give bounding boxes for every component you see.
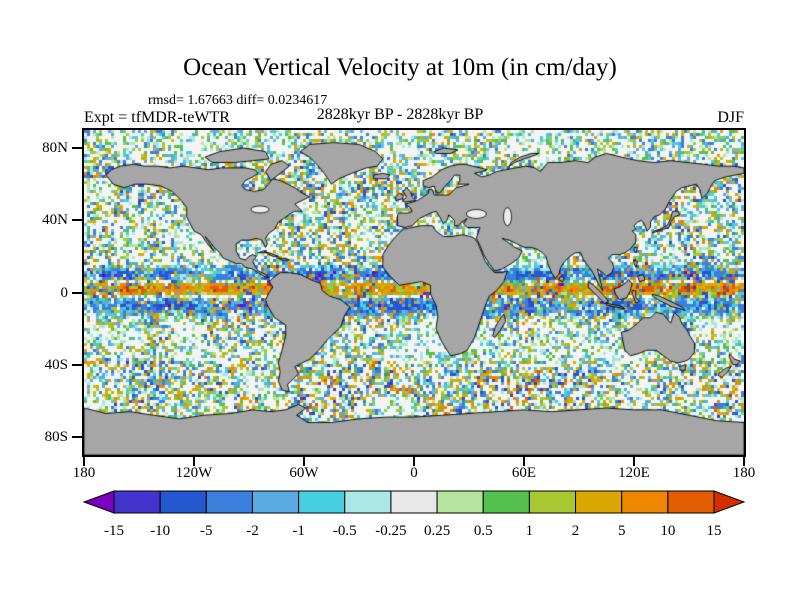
- experiment-label: Expt = tfMDR-teWTR: [84, 109, 230, 126]
- colorbar-cell: [298, 490, 346, 514]
- colorbar-label: -15: [104, 523, 124, 539]
- lat-tick-label: 40S: [44, 356, 68, 373]
- colorbar-arrow-right: [713, 490, 746, 514]
- stats-annotation: rmsd= 1.67663 diff= 0.0234617: [148, 93, 328, 108]
- lat-tick-label: 40N: [42, 212, 68, 229]
- lon-tick-mark: [523, 457, 525, 466]
- lon-tick-mark: [303, 457, 305, 466]
- colorbar-cell: [251, 490, 300, 514]
- colorbar-label: -1: [292, 523, 305, 539]
- lon-tick-label: 120W: [175, 465, 213, 481]
- lon-tick-label: 0: [410, 465, 418, 481]
- colorbar-label: -2: [246, 523, 259, 539]
- colorbar-cell: [621, 490, 669, 514]
- colorbar-cell: [482, 490, 530, 514]
- lon-tick-mark: [633, 457, 635, 466]
- map-frame: [82, 128, 746, 457]
- lon-tick-label: 60W: [289, 465, 319, 481]
- lat-tick-mark: [72, 363, 82, 366]
- colorbar-label: 15: [707, 523, 722, 539]
- colorbar-cell: [390, 490, 438, 514]
- season-label: DJF: [717, 109, 744, 126]
- colorbar-arrow-left: [82, 490, 115, 514]
- colorbar-label: -10: [150, 523, 170, 539]
- lon-tick-label: 180: [72, 465, 96, 481]
- lat-tick-mark: [72, 435, 82, 438]
- lat-tick-label: 0: [60, 284, 69, 301]
- period-label: 2828kyr BP - 2828kyr BP: [316, 106, 484, 123]
- lon-tick-mark: [193, 457, 195, 466]
- lon-tick-label: 120E: [618, 465, 650, 481]
- colorbar-cell: [436, 490, 484, 514]
- colorbar-cell: [528, 490, 577, 514]
- colorbar-cell: [159, 490, 207, 514]
- colorbar: -15 -10 -5 -2 -1 -0.5 -0.25 0.25 0.5 1 2 5 10 15: [82, 490, 746, 539]
- lat-tick-mark: [72, 147, 82, 150]
- colorbar-cell: [113, 490, 161, 514]
- colorbar-label: 1: [526, 523, 534, 539]
- colorbar-cell: [575, 490, 623, 514]
- lon-tick-label: 180: [732, 465, 756, 481]
- colorbar-cell: [667, 490, 715, 514]
- world-map-canvas: [84, 130, 744, 455]
- lon-tick-mark: [413, 457, 415, 466]
- lon-tick-mark: [83, 457, 85, 466]
- colorbar-label: 10: [660, 523, 675, 539]
- colorbar-cell: [205, 490, 253, 514]
- colorbar-label: -5: [200, 523, 213, 539]
- lon-tick-mark: [743, 457, 745, 466]
- colorbar-label: -0.25: [375, 523, 406, 539]
- colorbar-label: 2: [572, 523, 580, 539]
- lon-tick-label: 60E: [511, 465, 537, 481]
- colorbar-label: 0.5: [474, 523, 493, 539]
- colorbar-cell: [344, 490, 392, 514]
- colorbar-label: 5: [618, 523, 626, 539]
- chart-title: Ocean Vertical Velocity at 10m (in cm/da…: [183, 54, 617, 81]
- lat-tick-mark: [72, 219, 82, 222]
- lat-tick-label: 80S: [44, 428, 68, 445]
- lat-tick-label: 80N: [42, 140, 68, 157]
- colorbar-label: 0.25: [424, 523, 450, 539]
- lat-tick-mark: [72, 291, 82, 294]
- colorbar-label: -0.5: [333, 523, 357, 539]
